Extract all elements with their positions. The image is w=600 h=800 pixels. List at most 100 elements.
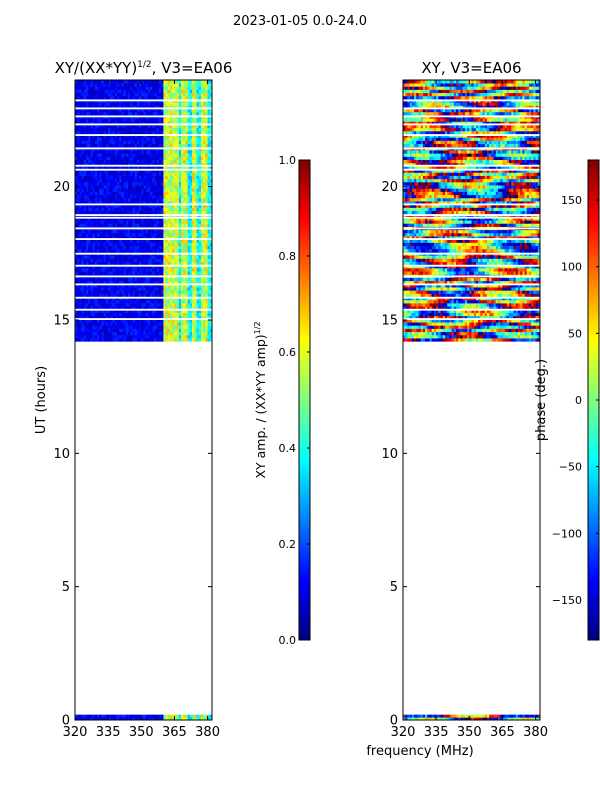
amplitude-cell — [192, 111, 195, 116]
amplitude-cell — [198, 175, 202, 180]
amplitude-cell — [156, 245, 160, 250]
amplitude-cell — [79, 201, 82, 205]
amplitude-cell — [97, 299, 100, 304]
amplitude-cell — [200, 255, 204, 259]
amplitude-cell — [139, 188, 142, 192]
amplitude-cell — [108, 201, 111, 205]
amplitude-cell — [143, 280, 147, 285]
amplitude-cell — [172, 242, 175, 247]
amplitude-cell — [108, 217, 111, 221]
amplitude-cell — [88, 153, 91, 157]
amplitude-cell — [75, 287, 78, 291]
amplitude-cell — [141, 191, 144, 196]
amplitude-cell — [187, 207, 191, 211]
amplitude-cell — [92, 258, 96, 262]
amplitude-cell — [196, 86, 200, 90]
amplitude-cell — [123, 290, 127, 294]
amplitude-cell — [90, 334, 93, 339]
amplitude-cell — [88, 95, 91, 100]
amplitude-cell — [86, 188, 89, 192]
amplitude-cell — [207, 121, 211, 125]
amplitude-cell — [128, 236, 131, 240]
amplitude-cell — [119, 201, 122, 205]
amplitude-cell — [110, 287, 113, 291]
amplitude-cell — [97, 127, 100, 132]
amplitude-cell — [194, 137, 197, 141]
amplitude-cell — [134, 293, 138, 298]
amplitude-cell — [150, 325, 153, 329]
amplitude-cell — [134, 220, 138, 224]
amplitude-cell — [189, 210, 193, 215]
amplitude-cell — [90, 258, 93, 262]
amplitude-cell — [90, 86, 93, 90]
amplitude-cell — [205, 334, 208, 339]
amplitude-cell — [75, 127, 78, 132]
amplitude-cell — [163, 156, 166, 160]
amplitude-cell — [194, 325, 197, 329]
amplitude-cell — [200, 194, 204, 199]
amplitude-cell — [189, 105, 193, 109]
amplitude-cell — [88, 268, 91, 272]
amplitude-cell — [119, 242, 122, 247]
amplitude-cell — [176, 309, 180, 313]
amplitude-cell — [185, 319, 188, 323]
amplitude-cell — [189, 223, 193, 227]
amplitude-cell — [167, 315, 171, 320]
amplitude-cell — [174, 172, 177, 176]
amplitude-cell — [99, 223, 102, 227]
amplitude-cell — [192, 315, 195, 320]
amplitude-cell — [158, 201, 162, 205]
amplitude-cell — [163, 118, 166, 122]
amplitude-cell — [194, 232, 197, 237]
amplitude-cell — [101, 220, 105, 224]
amplitude-cell — [207, 111, 211, 116]
amplitude-cell — [130, 220, 133, 224]
amplitude-cell — [167, 86, 171, 90]
amplitude-cell — [167, 166, 171, 170]
amplitude-cell — [139, 191, 142, 196]
amplitude-cell — [185, 325, 188, 329]
amplitude-cell — [90, 271, 93, 275]
amplitude-cell — [178, 207, 182, 211]
amplitude-cell — [139, 322, 142, 326]
amplitude-cell — [156, 188, 160, 192]
amplitude-cell — [112, 277, 116, 282]
amplitude-cell — [90, 172, 93, 176]
amplitude-cell — [194, 197, 197, 202]
amplitude-cell — [139, 150, 142, 154]
amplitude-cell — [114, 315, 118, 320]
amplitude-cell — [170, 162, 173, 167]
amplitude-cell — [152, 124, 155, 129]
amplitude-cell — [75, 245, 78, 250]
amplitude-cell — [176, 92, 180, 97]
amplitude-cell — [99, 130, 102, 135]
amplitude-cell — [79, 322, 82, 326]
amplitude-cell — [161, 130, 164, 135]
amplitude-cell — [189, 325, 193, 329]
amplitude-cell — [165, 242, 169, 247]
amplitude-cell — [167, 309, 171, 313]
amplitude-cell — [196, 338, 200, 342]
amplitude-cell — [198, 130, 202, 135]
amplitude-cell — [77, 108, 80, 113]
amplitude-cell — [154, 172, 158, 176]
amplitude-cell — [163, 287, 166, 291]
amplitude-cell — [97, 143, 100, 148]
amplitude-cell — [125, 175, 129, 180]
amplitude-cell — [185, 118, 188, 122]
amplitude-cell — [154, 248, 158, 253]
amplitude-cell — [79, 207, 82, 211]
amplitude-cell — [170, 140, 173, 145]
amplitude-cell — [141, 328, 144, 333]
amplitude-cell — [136, 290, 140, 294]
amplitude-cell — [125, 169, 129, 173]
amplitude-cell — [163, 232, 166, 237]
amplitude-cell — [205, 280, 208, 285]
amplitude-cell — [174, 124, 177, 129]
amplitude-cell — [167, 162, 171, 167]
amplitude-cell — [147, 290, 151, 294]
amplitude-cell — [134, 334, 138, 339]
amplitude-cell — [161, 242, 164, 247]
amplitude-cell — [114, 334, 118, 339]
amplitude-cell — [125, 89, 129, 94]
